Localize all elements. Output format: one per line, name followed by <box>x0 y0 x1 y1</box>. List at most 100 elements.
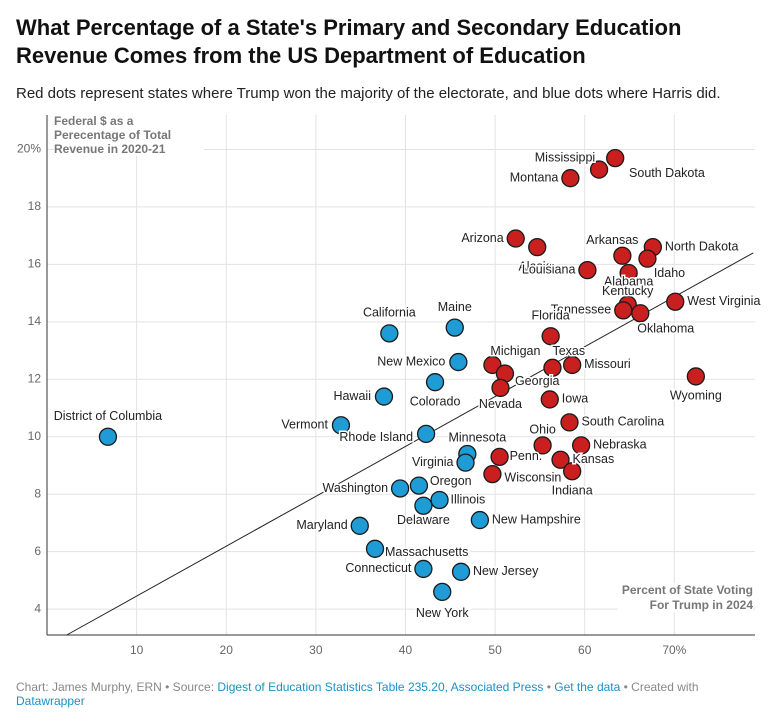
footer: Chart: James Murphy, ERN • Source: Diges… <box>16 680 716 708</box>
point-label: Colorado <box>410 394 461 408</box>
y-tick-label: 20% <box>17 142 41 156</box>
point-label: Maryland <box>296 518 347 532</box>
data-point <box>560 413 579 432</box>
data-point <box>563 355 582 375</box>
point-label: Alaska <box>518 259 556 273</box>
data-point <box>506 229 525 248</box>
data-point <box>380 324 399 343</box>
point-label: Minnesota <box>448 430 506 444</box>
data-point <box>533 436 552 455</box>
chart-subtitle: Red dots represent states where Trump wo… <box>16 85 721 102</box>
point-label: Rhode Island <box>339 430 413 444</box>
point-label: Hawaii <box>333 389 371 403</box>
point-label: Mississippi <box>535 150 595 164</box>
point-label: California <box>363 306 416 320</box>
tool-link[interactable]: Datawrapper <box>16 694 85 708</box>
point-label: Idaho <box>654 266 685 280</box>
data-point <box>606 148 625 168</box>
point-label: Arkansas <box>586 233 638 247</box>
x-tick-label: 60 <box>578 643 592 657</box>
point-label: Oregon <box>430 474 472 488</box>
data-point <box>490 447 509 467</box>
data-point <box>414 496 433 515</box>
point-label: Indiana <box>552 484 593 498</box>
point-label: Vermont <box>281 418 328 432</box>
point-label: New Hampshire <box>492 512 581 526</box>
data-point <box>541 327 560 346</box>
point-label: Connecticut <box>345 561 412 575</box>
y-tick-label: 6 <box>34 544 41 558</box>
credit: Chart: James Murphy, ERN • Source: <box>16 680 215 694</box>
data-point <box>445 318 464 337</box>
x-tick-label: 50 <box>488 643 502 657</box>
data-point <box>686 367 706 386</box>
data-point <box>451 562 471 581</box>
data-point <box>543 358 562 377</box>
point-label: Maine <box>438 300 472 314</box>
data-point <box>449 352 468 372</box>
data-link[interactable]: Get the data <box>554 680 621 694</box>
y-tick-label: 10 <box>28 429 42 443</box>
point-label: Louisiana <box>522 262 576 276</box>
data-point <box>425 373 445 392</box>
point-label: Illinois <box>451 492 486 506</box>
data-point <box>561 169 580 188</box>
data-point <box>589 160 609 179</box>
point-label: Iowa <box>562 392 588 406</box>
chart: 10 20 30 40 50 60 70% 4 6 8 10 12 14 16 18 20% District … <box>17 115 762 657</box>
data-point <box>528 238 547 257</box>
data-point <box>483 355 502 375</box>
x-tick-label: 10 <box>130 643 144 657</box>
y-axis-title: Federal $ as a Perecentage of Total Reve… <box>54 114 204 156</box>
data-point <box>350 516 369 535</box>
data-point <box>414 559 433 579</box>
data-point <box>374 387 394 406</box>
point-label: Georgia <box>515 374 560 388</box>
point-label: Arizona <box>461 231 503 245</box>
data-point <box>613 246 632 265</box>
y-tick-label: 18 <box>28 199 42 213</box>
data-point <box>638 249 657 268</box>
point-label: Massachusetts <box>385 545 468 559</box>
data-point <box>578 260 597 280</box>
data-point <box>619 263 638 283</box>
source-link[interactable]: Digest of Education Statistics Table 235… <box>217 680 544 694</box>
data-point <box>456 453 475 472</box>
x-tick-label: 70% <box>662 643 686 657</box>
point-label: New York <box>416 606 470 620</box>
data-point <box>470 510 490 530</box>
point-label: Oklahoma <box>637 322 694 336</box>
point-label: Tennessee <box>551 303 612 317</box>
data-point <box>540 390 559 409</box>
data-point <box>98 427 118 446</box>
data-point <box>666 292 685 311</box>
data-point <box>390 479 410 498</box>
separator: • <box>546 680 551 694</box>
data-point <box>365 539 385 558</box>
point-label: Kansas <box>573 452 615 466</box>
point-label: Missouri <box>584 357 631 371</box>
data-point <box>563 462 582 481</box>
point-label: New Jersey <box>473 564 539 578</box>
y-tick-label: 14 <box>28 314 42 328</box>
data-point <box>491 378 510 398</box>
point-label: West Virginia <box>687 294 760 308</box>
data-point <box>614 301 633 320</box>
point-label: Wisconsin <box>504 470 561 484</box>
point-label: Michigan <box>490 344 540 358</box>
point-label: Montana <box>510 171 559 185</box>
point-label: District of Columbia <box>54 409 162 423</box>
data-point <box>416 424 436 444</box>
point-label: Nebraska <box>593 438 647 452</box>
point-label: Nevada <box>479 397 522 411</box>
point-label: Alabama <box>604 274 653 288</box>
data-point <box>409 476 429 495</box>
point-label: Washington <box>323 481 389 495</box>
point-label: South Carolina <box>581 415 664 429</box>
x-tick-label: 20 <box>220 643 234 657</box>
data-point <box>571 436 591 455</box>
data-point <box>433 582 452 602</box>
chart-title: What Percentage of a State's Primary and… <box>16 15 682 68</box>
point-label: Florida <box>532 309 570 323</box>
